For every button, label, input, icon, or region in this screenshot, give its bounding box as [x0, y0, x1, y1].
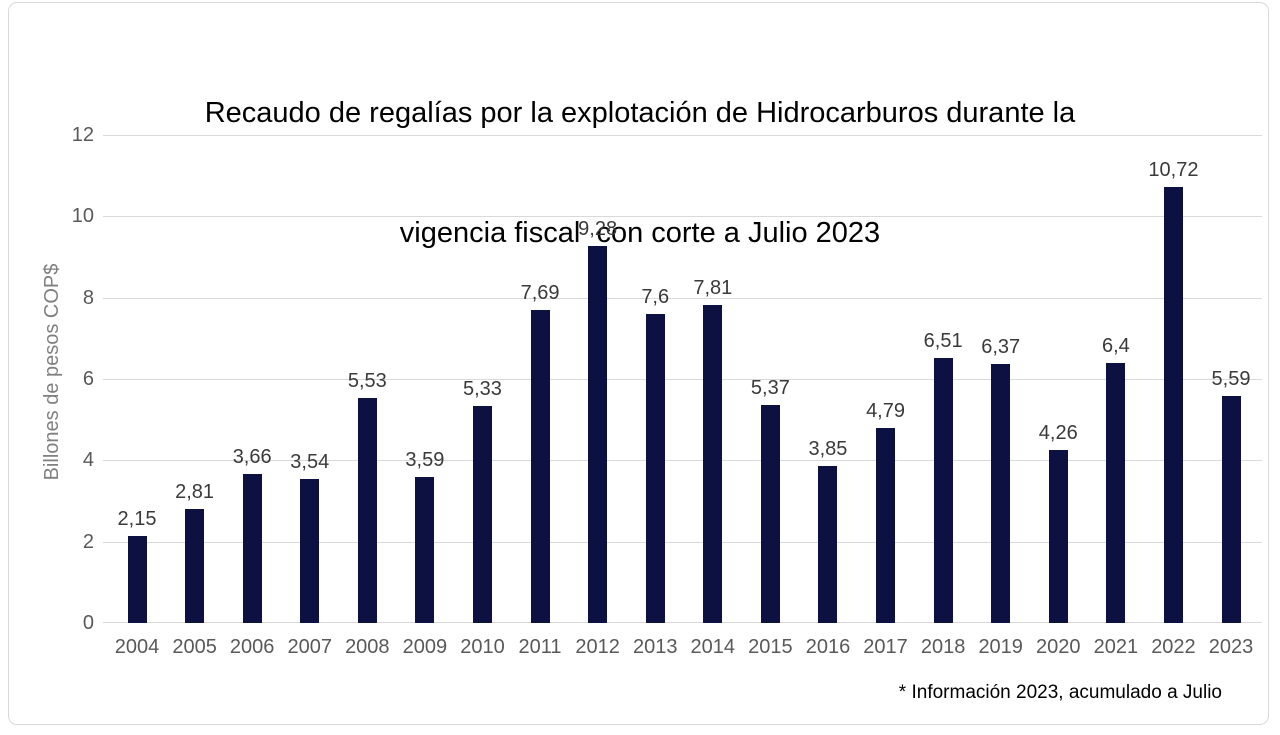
bar: [1221, 396, 1241, 623]
gridline: [103, 622, 1262, 623]
bar: [991, 364, 1011, 623]
bar-value-label: 3,66: [232, 446, 272, 468]
gridline: [103, 460, 1262, 462]
bar: [1106, 363, 1126, 623]
bar-value-label: 6,51: [923, 330, 963, 352]
gridline: [103, 135, 1262, 136]
gridline: [103, 541, 1262, 543]
bar: [127, 536, 147, 623]
x-tick-label: 2005: [172, 636, 217, 658]
bar-value-label: 2,81: [175, 481, 215, 503]
bar-value-label: 5,53: [347, 370, 387, 392]
x-tick-label: 2017: [863, 636, 908, 658]
x-tick-label: 2015: [748, 636, 793, 658]
bar: [357, 398, 377, 623]
x-tick-label: 2011: [518, 636, 562, 658]
x-tick-label: 2007: [287, 636, 332, 658]
bar: [472, 406, 492, 623]
bar-value-label: 4,79: [866, 400, 905, 422]
y-tick-label: 8: [82, 286, 94, 309]
x-tick-label: 2006: [229, 636, 275, 658]
bar-value-label: 4,26: [1038, 422, 1078, 444]
chart-title: Recaudo de regalías por la explotación d…: [0, 13, 1280, 333]
bar-value-label: 3,54: [290, 451, 330, 473]
gridline: [103, 379, 1262, 380]
bar-value-label: 6,37: [981, 336, 1021, 358]
bar: [703, 305, 723, 623]
bar-value-label: 6,4: [1101, 335, 1130, 357]
bar: [933, 358, 953, 623]
x-tick-label: 2021: [1093, 636, 1139, 658]
x-tick-label: 2009: [402, 636, 448, 658]
bar-value-label: 5,33: [463, 378, 502, 400]
x-tick-label: 2023: [1208, 636, 1254, 658]
bar-value-label: 10,72: [1148, 159, 1199, 181]
plot-area: 2,15 2,81 3,66 3,54 5,53 3,59 5,33 7,69 9,28 7,6 7…: [103, 135, 1262, 623]
x-tick-label: 2022: [1151, 636, 1196, 658]
bar: [760, 405, 780, 623]
bar-value-label: 5,37: [750, 377, 790, 399]
bar-value-label: 9,28: [578, 218, 618, 240]
bar: [415, 477, 435, 623]
bar: [876, 428, 896, 623]
bar-value-label: 7,81: [693, 277, 733, 299]
bar: [242, 474, 262, 623]
x-tick-label: 2012: [575, 636, 620, 658]
x-tick-label: 2004: [114, 636, 160, 658]
bar: [1048, 450, 1068, 623]
gridline: [103, 297, 1262, 299]
y-tick-label: 10: [71, 205, 94, 228]
footnote: * Información 2023, acumulado a Julio: [898, 682, 1222, 703]
x-tick-label: 2018: [920, 636, 966, 658]
bar-value-label: 3,59: [405, 449, 445, 471]
x-tick-label: 2014: [690, 636, 736, 658]
bar: [530, 310, 550, 623]
bar-value-label: 5,59: [1211, 368, 1251, 390]
y-tick-label: 12: [71, 124, 94, 146]
x-tick-label: 2020: [1036, 636, 1081, 658]
chart-title-line-1: Recaudo de regalías por la explotación d…: [204, 97, 1076, 129]
gridline: [103, 216, 1262, 218]
x-tick-label: 2019: [978, 636, 1023, 658]
bar: [588, 246, 608, 623]
y-tick-label: 4: [82, 449, 94, 472]
bar: [818, 466, 838, 623]
bar: [645, 314, 665, 623]
y-tick-label: 2: [82, 530, 94, 553]
bar: [1163, 187, 1183, 623]
bar: [185, 509, 205, 623]
bar-value-label: 3,85: [808, 438, 848, 460]
bar-value-label: 7,6: [641, 286, 670, 308]
x-tick-label: 2008: [345, 636, 390, 658]
x-tick-label: 2016: [805, 636, 851, 658]
y-tick-label: 0: [82, 612, 94, 634]
bar-value-label: 7,69: [520, 282, 560, 304]
y-tick-label: 6: [82, 368, 94, 390]
chart-title-line-2: vigencia fiscal con corte a Julio 2023: [399, 217, 881, 249]
x-tick-label: 2010: [460, 636, 505, 658]
bar: [300, 479, 320, 623]
bar-value-label: 2,15: [117, 508, 157, 530]
x-tick-label: 2013: [632, 636, 678, 658]
